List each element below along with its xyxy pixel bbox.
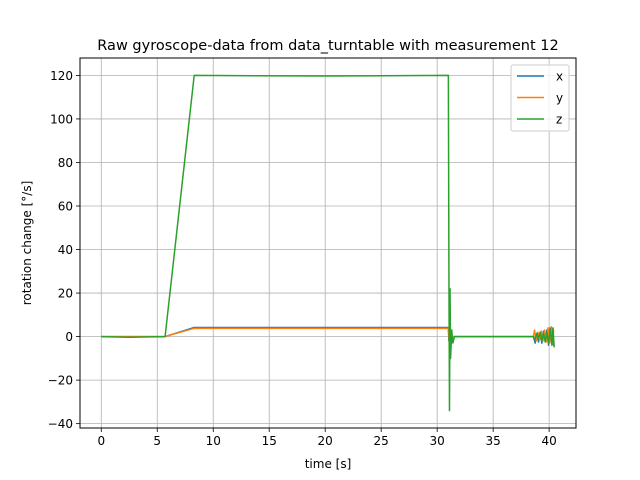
axes-frame [79, 57, 577, 429]
y-tick-label: 20 [58, 287, 73, 301]
series-lines [101, 74, 555, 412]
legend: xyz [510, 64, 570, 132]
y-tick-label: −40 [48, 417, 73, 431]
x-tick-label: 30 [430, 434, 445, 448]
x-tick-label: 10 [206, 434, 221, 448]
x-tick-label: 20 [318, 434, 333, 448]
x-tick-label: 0 [97, 434, 105, 448]
y-axis-label: rotation change [°/s] [20, 181, 34, 306]
axis-ticks: 0 5 10 15 20 25 30 35 40 −40 −20 0 20 40 60 80 100 120 [48, 69, 557, 448]
y-tick-label: 80 [58, 156, 73, 170]
y-tick-label: 40 [58, 243, 73, 257]
x-axis-label: time [s] [305, 457, 352, 471]
chart-title: Raw gyroscope-data from data_turntable w… [97, 38, 558, 54]
y-tick-label: 0 [65, 330, 73, 344]
y-tick-label: 60 [58, 200, 73, 214]
plot-area [101, 74, 555, 412]
legend-label-x: x [556, 70, 563, 84]
y-tick-label: 120 [50, 69, 73, 83]
x-tick-label: 15 [262, 434, 277, 448]
x-tick-label: 40 [541, 434, 556, 448]
x-tick-label: 25 [374, 434, 389, 448]
x-tick-label: 5 [153, 434, 161, 448]
legend-label-z: z [556, 113, 562, 127]
y-tick-label: −20 [48, 374, 73, 388]
series-line-z [101, 74, 555, 412]
y-tick-label: 100 [50, 112, 73, 126]
legend-label-y: y [556, 91, 563, 105]
x-tick-label: 35 [486, 434, 501, 448]
